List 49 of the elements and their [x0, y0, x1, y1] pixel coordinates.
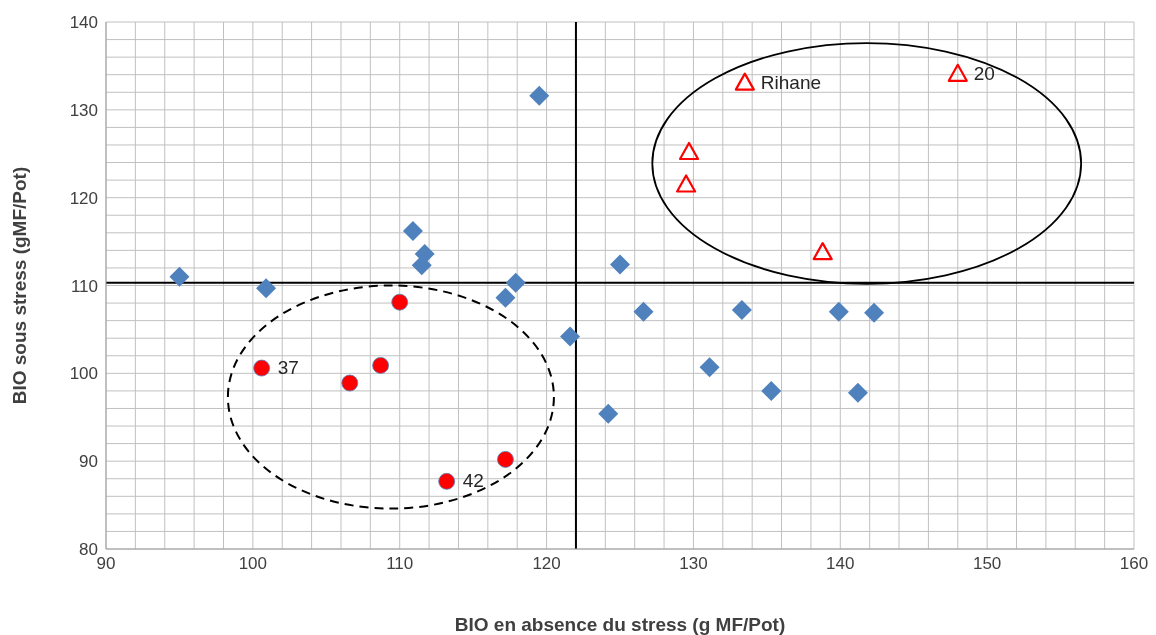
x-tick-label: 130	[679, 554, 708, 574]
x-tick-label: 150	[972, 554, 1002, 574]
point	[253, 359, 271, 377]
point	[947, 63, 968, 82]
y-tick-label: 80	[79, 540, 98, 560]
point	[812, 242, 833, 261]
point	[497, 451, 514, 468]
point	[633, 301, 654, 322]
y-tick-label: 110	[70, 276, 98, 296]
point	[495, 287, 516, 308]
y-tick-label: 140	[69, 13, 98, 33]
y-axis-title: BIO sous stress (gMF/Pot)	[9, 166, 30, 405]
point	[372, 357, 390, 374]
x-tick-label: 160	[1119, 554, 1149, 574]
point	[438, 472, 456, 490]
point	[734, 72, 755, 91]
x-tick-label: 90	[96, 554, 116, 574]
point	[560, 326, 581, 347]
point	[598, 403, 619, 424]
x-tick-label: 120	[532, 554, 561, 574]
point	[256, 278, 277, 299]
point	[391, 293, 409, 311]
y-tick-label: 130	[69, 100, 98, 120]
annotation: 42	[462, 470, 484, 492]
annotation: 20	[973, 62, 995, 84]
point	[828, 301, 849, 322]
annotation: 37	[277, 357, 299, 379]
annotation: Rihane	[760, 71, 822, 93]
y-tick-label: 90	[79, 452, 98, 472]
point	[699, 357, 720, 378]
point	[675, 174, 697, 193]
point	[847, 382, 868, 403]
x-axis-title: BIO en absence du stress (g MF/Pot)	[454, 614, 786, 635]
point	[169, 266, 190, 287]
point	[610, 254, 630, 275]
point	[341, 374, 359, 392]
x-tick-label: 140	[826, 554, 855, 574]
point	[402, 221, 423, 242]
point	[505, 272, 526, 293]
y-tick-label: 100	[69, 364, 98, 384]
y-tick-label: 120	[69, 188, 98, 208]
point	[761, 380, 782, 401]
point	[731, 300, 752, 321]
point	[529, 85, 550, 106]
x-tick-label: 110	[386, 554, 414, 574]
x-tick-label: 100	[238, 554, 268, 574]
point	[678, 141, 700, 161]
point	[864, 302, 885, 323]
point	[411, 255, 432, 276]
